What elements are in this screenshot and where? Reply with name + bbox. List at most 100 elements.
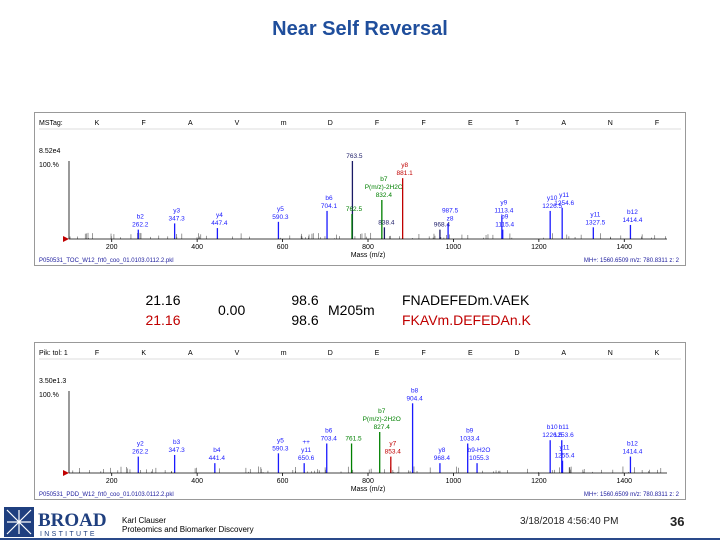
- peak-label: b7: [380, 176, 388, 183]
- score-a-2: 21.16: [145, 312, 181, 328]
- peak-label: y11: [590, 211, 600, 218]
- spectrum-precursor: MH+: 1560.6509 m/z: 780.8311 z: 2: [584, 492, 680, 498]
- peak-label: b4: [213, 447, 221, 454]
- residue-label: A: [561, 350, 566, 357]
- msms-tag-label: MSTag:: [39, 120, 63, 127]
- peak-label: 650.6: [298, 455, 315, 462]
- author-dept: Proteomics and Biomarker Discovery: [122, 525, 254, 534]
- peak-label: b6: [325, 427, 333, 434]
- peak-label: 347.3: [168, 447, 185, 454]
- x-tick-label: 1400: [616, 244, 632, 251]
- peak-label: 761.5: [345, 435, 362, 442]
- y-pct-label: 100.%: [39, 392, 59, 399]
- peak-label: y5: [277, 437, 284, 444]
- peak-label: y11: [560, 445, 570, 452]
- peak-label: 447.4: [211, 220, 228, 227]
- footer-author: Karl Clauser Proteomics and Biomarker Di…: [122, 516, 254, 534]
- peak-label: 347.3: [168, 215, 185, 222]
- residue-label: E: [375, 350, 380, 357]
- author-name: Karl Clauser: [122, 516, 167, 525]
- peak-label: 1113.4: [494, 208, 513, 215]
- peak-label: b2: [137, 214, 145, 221]
- x-tick-label: 400: [191, 478, 203, 485]
- peak-label: b7: [378, 408, 386, 415]
- page-number: 36: [670, 514, 685, 529]
- residue-label: F: [95, 350, 99, 357]
- peak-label: 1414.4: [622, 217, 642, 224]
- peak-label: y3: [173, 207, 180, 214]
- x-tick-label: 1000: [446, 478, 462, 485]
- residue-label: F: [375, 120, 379, 127]
- x-tick-label: 600: [277, 244, 289, 251]
- peak-label: 590.3: [272, 214, 289, 221]
- peak-label: 904.4: [406, 395, 423, 402]
- residue-label: V: [235, 350, 240, 357]
- peak-label: b12: [627, 441, 638, 448]
- peak-label: P(m/z)-2H2O: [365, 184, 403, 191]
- broad-institute-logo: BROAD INSTITUTE: [4, 507, 107, 538]
- peak-label: 1414.4: [622, 449, 642, 456]
- score-b-2: 98.6: [291, 312, 319, 328]
- peak-label: 1033.4: [460, 435, 480, 442]
- x-tick-label: 800: [362, 478, 374, 485]
- peak-label: b12: [627, 209, 638, 216]
- residue-label: D: [328, 120, 333, 127]
- residue-label: A: [188, 350, 193, 357]
- logo-word: BROAD: [38, 510, 107, 531]
- peak-label: b3: [173, 439, 181, 446]
- y-max-label: 3.50e1.3: [39, 378, 66, 385]
- score-a: 21.16 21.16: [142, 290, 184, 330]
- modification-label: M205m: [328, 302, 375, 318]
- peak-label: 827.4: [374, 424, 391, 431]
- residue-label: T: [515, 120, 520, 127]
- residue-label: m: [281, 120, 287, 127]
- residue-label: N: [608, 350, 613, 357]
- x-tick-label: 400: [191, 244, 203, 251]
- residue-label: A: [561, 120, 566, 127]
- peak-label: 968.4: [434, 222, 451, 229]
- peak-label: y5: [277, 206, 284, 213]
- peak-label: 1226.5: [542, 432, 562, 439]
- peak-label: b11: [559, 424, 570, 431]
- peak-label: 762.5: [346, 206, 363, 213]
- residue-label: K: [95, 120, 100, 127]
- spectrum-precursor: MH+: 1560.6509 m/z: 780.8311 z: 2: [584, 258, 680, 264]
- peak-label: y9: [500, 200, 507, 207]
- peak-label: z8: [447, 215, 454, 222]
- residue-label: E: [468, 120, 473, 127]
- peak-label: 704.1: [321, 203, 338, 210]
- peak-label: 1327.5: [585, 219, 605, 226]
- residue-label: m: [281, 350, 287, 357]
- peak-label: 1055.3: [469, 455, 489, 462]
- x-axis-label: Mass (m/z): [351, 252, 386, 259]
- peak-label: ++: [302, 439, 310, 446]
- x-tick-label: 1200: [531, 478, 547, 485]
- peak-label: 262.2: [132, 222, 149, 229]
- peak-label: y10: [547, 195, 558, 202]
- residue-label: K: [655, 350, 660, 357]
- y-max-label: 8.52e4: [39, 148, 61, 155]
- sequence-2: FKAVm.DEFEDAn.K: [402, 312, 531, 328]
- peak-label: 853.4: [385, 449, 402, 456]
- peak-label: b9: [466, 427, 474, 434]
- x-tick-label: 1000: [446, 244, 462, 251]
- peak-label: 1253.6: [554, 432, 574, 439]
- x-tick-label: 600: [277, 478, 289, 485]
- footer-bar: [0, 538, 720, 540]
- x-tick-label: 1400: [616, 478, 632, 485]
- peak-label: y7: [389, 441, 396, 448]
- score-b-1: 98.6: [291, 292, 319, 308]
- peak-label: 1254.6: [554, 200, 574, 207]
- peak-label: 881.1: [397, 170, 414, 177]
- peak-label: 968.4: [434, 455, 451, 462]
- peak-label: 1255.4: [555, 453, 575, 460]
- residue-label: A: [188, 120, 193, 127]
- peak-label: 441.4: [209, 455, 226, 462]
- peak-label: b6: [325, 195, 333, 202]
- residue-label: K: [141, 350, 146, 357]
- peak-label: 832.4: [376, 192, 393, 199]
- peak-label: 1226.5: [542, 203, 562, 210]
